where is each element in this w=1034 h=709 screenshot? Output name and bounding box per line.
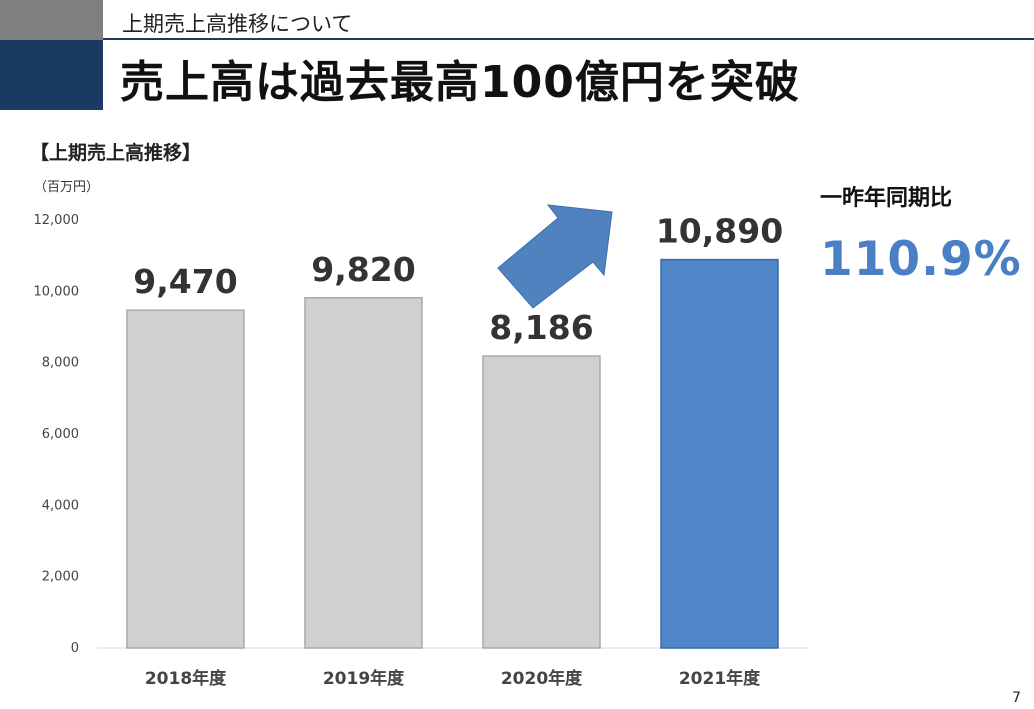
page-number: 7 [1012,690,1021,706]
comparison-label: 一昨年同期比 [820,186,953,211]
y-tick-label: 10,000 [34,284,80,299]
bar-2020年度 [482,355,601,649]
header-gray-block [0,0,103,40]
slide-subtitle: 上期売上高推移について [122,12,353,36]
y-axis-unit: （百万円） [34,180,100,195]
y-axis-ticks: 0 2,000 4,000 6,000 8,000 10,000 12,000 [34,213,80,656]
bar-2019年度 [304,297,423,649]
y-tick-label: 4,000 [42,498,79,513]
bar-2021年度 [660,258,779,649]
y-tick-label: 8,000 [42,356,79,371]
header-navy-block [0,40,103,110]
y-tick-label: 0 [71,641,79,656]
data-labels: 9,470 9,820 8,186 10,890 [133,212,783,347]
y-tick-label: 6,000 [42,427,79,442]
y-tick-label: 12,000 [34,213,80,228]
comparison-value: 110.9% [820,232,1022,287]
data-label: 8,186 [489,308,593,347]
slide-headline: 売上高は過去最高100億円を突破 [120,57,800,108]
bar-2018年度 [126,309,245,649]
bars [126,258,779,649]
category-label: 2020年度 [501,668,583,689]
header-rule [103,38,1034,40]
category-labels: 2018年度 2019年度 2020年度 2021年度 [145,668,761,689]
y-tick-label: 2,000 [42,570,79,585]
data-label: 9,470 [133,262,237,301]
data-label: 9,820 [311,250,415,289]
category-label: 2018年度 [145,668,227,689]
category-label: 2021年度 [679,668,761,689]
category-label: 2019年度 [323,668,405,689]
data-label: 10,890 [656,212,783,251]
chart-title: 【上期売上高推移】 [30,142,202,164]
arrow-up-right-icon [497,204,613,309]
